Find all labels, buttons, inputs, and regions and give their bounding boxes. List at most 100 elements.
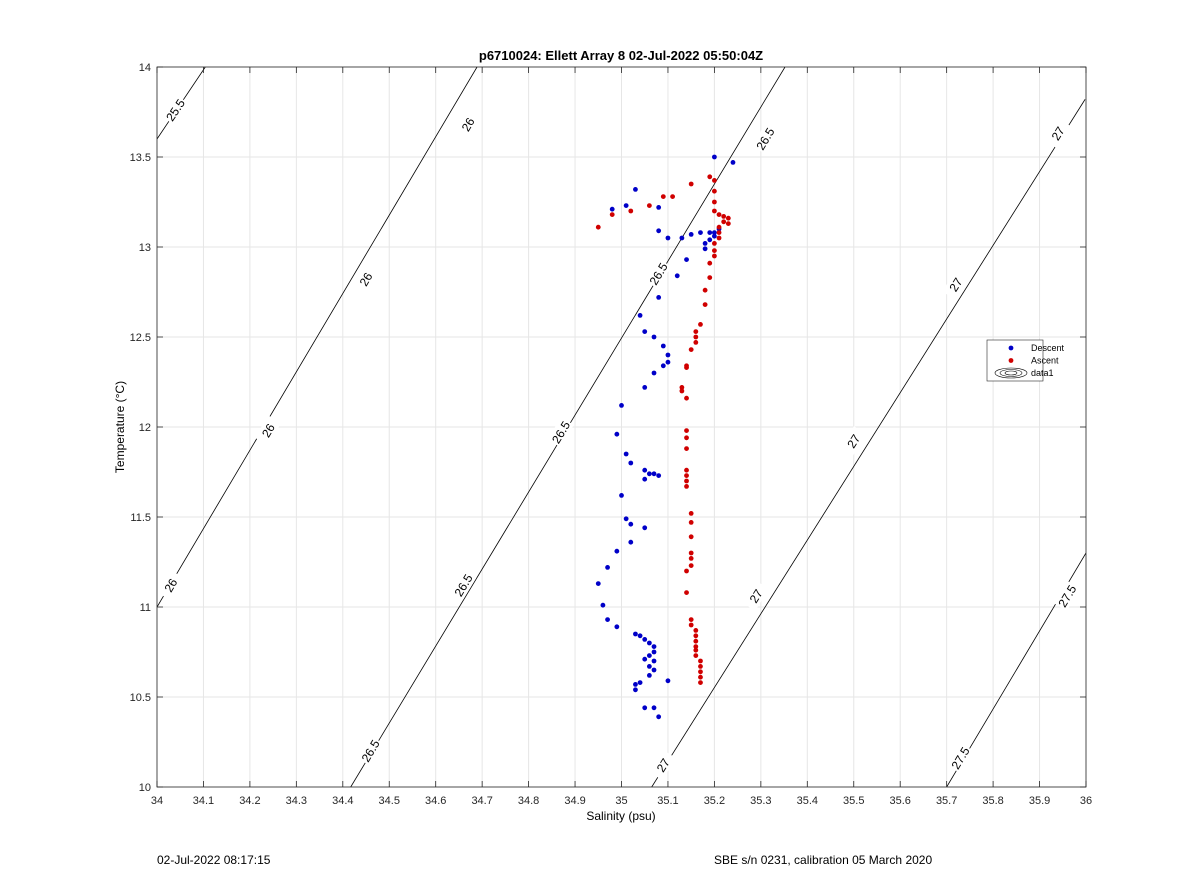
point-descent	[642, 467, 648, 473]
point-ascent	[595, 224, 601, 230]
point-descent	[646, 640, 652, 646]
x-tick-label: 35	[615, 795, 627, 807]
point-descent	[665, 352, 671, 358]
point-descent	[674, 273, 680, 279]
point-ascent	[684, 590, 689, 595]
x-tick-label: 35.3	[750, 795, 771, 807]
point-descent	[605, 617, 610, 622]
point-ascent	[698, 669, 703, 675]
point-descent	[633, 687, 638, 693]
point-ascent	[684, 473, 689, 478]
legend-box	[986, 339, 1044, 382]
point-descent	[656, 205, 662, 210]
contour-label: 26	[459, 115, 478, 134]
point-descent	[642, 637, 648, 642]
x-tick-label: 34.1	[193, 795, 214, 807]
point-descent	[623, 516, 629, 522]
point-descent	[702, 246, 708, 252]
point-ascent	[679, 385, 685, 390]
point-ascent	[707, 275, 713, 280]
point-descent	[619, 493, 624, 498]
point-ascent	[698, 322, 703, 327]
point-ascent	[609, 212, 615, 218]
point-descent	[712, 233, 717, 239]
point-descent	[637, 313, 643, 318]
y-tick-label: 10.5	[130, 692, 151, 704]
point-ascent	[684, 467, 689, 473]
point-descent	[651, 658, 657, 664]
point-descent	[651, 649, 657, 655]
point-descent	[642, 705, 648, 711]
point-descent	[633, 682, 638, 687]
x-axis-label: Salinity (psu)	[586, 809, 655, 823]
point-ascent	[725, 215, 731, 221]
point-ascent	[670, 194, 675, 200]
point-ascent	[693, 653, 699, 658]
footer-timestamp: 02-Jul-2022 08:17:15	[157, 853, 271, 867]
y-tick-label: 13.5	[130, 152, 151, 164]
point-ascent	[698, 658, 703, 664]
point-ascent	[684, 568, 689, 574]
point-ascent	[693, 340, 699, 345]
contour-line-27	[651, 99, 1086, 787]
point-ascent	[693, 638, 699, 644]
point-ascent	[712, 199, 717, 205]
x-tick-label: 35.2	[704, 795, 725, 807]
point-descent	[651, 334, 657, 340]
point-descent	[609, 206, 615, 212]
point-descent	[660, 343, 666, 349]
point-descent	[623, 451, 629, 457]
point-ascent	[716, 212, 722, 218]
x-tick-label: 36	[1080, 795, 1092, 807]
point-ascent	[721, 219, 727, 225]
chart-title: p6710024: Ellett Array 8 02-Jul-2022 05:…	[479, 48, 763, 63]
point-ascent	[712, 178, 717, 183]
point-descent	[656, 295, 662, 300]
point-ascent	[716, 230, 722, 236]
point-descent	[651, 370, 657, 376]
point-descent	[656, 228, 662, 234]
point-ascent	[712, 208, 717, 214]
point-ascent	[716, 235, 722, 241]
point-ascent	[688, 556, 694, 561]
point-ascent	[684, 484, 689, 489]
point-descent	[656, 714, 662, 720]
y-tick-label: 11.5	[130, 512, 151, 524]
point-descent	[595, 581, 601, 586]
point-ascent	[688, 617, 694, 622]
x-tick-label: 35.7	[936, 795, 957, 807]
point-ascent	[684, 478, 689, 484]
point-ascent	[712, 248, 717, 254]
point-descent	[665, 235, 671, 241]
point-ascent	[660, 194, 666, 200]
y-tick-label: 10	[139, 782, 151, 794]
point-ascent	[684, 435, 689, 441]
point-descent	[646, 664, 652, 669]
point-descent	[702, 241, 708, 246]
point-descent	[730, 160, 736, 165]
point-descent	[707, 237, 713, 243]
point-descent	[633, 631, 638, 637]
x-tick-label: 34.2	[239, 795, 260, 807]
point-descent	[642, 525, 648, 531]
legend-marker-contour	[1004, 370, 1018, 376]
point-ascent	[712, 188, 717, 194]
x-tick-label: 35.8	[982, 795, 1003, 807]
point-descent	[628, 460, 634, 466]
contour-label: 26	[357, 270, 376, 289]
contour-label: 26	[259, 421, 278, 440]
point-ascent	[707, 260, 713, 266]
legend-marker-ascent	[1008, 358, 1014, 363]
point-ascent	[693, 329, 699, 334]
point-descent	[712, 154, 717, 160]
point-descent	[637, 680, 643, 685]
point-ascent	[693, 647, 699, 653]
point-ascent	[688, 622, 694, 628]
point-ascent	[707, 174, 713, 180]
point-descent	[600, 602, 606, 608]
point-descent	[605, 565, 610, 570]
point-ascent	[688, 550, 694, 556]
point-ascent	[693, 633, 699, 639]
x-tick-label: 34	[151, 795, 163, 807]
axis-ticks: 34 34.1 34.2 34.3 34.4 34.5 34.6 34.7 34.8 34.9 35…	[130, 62, 1093, 807]
